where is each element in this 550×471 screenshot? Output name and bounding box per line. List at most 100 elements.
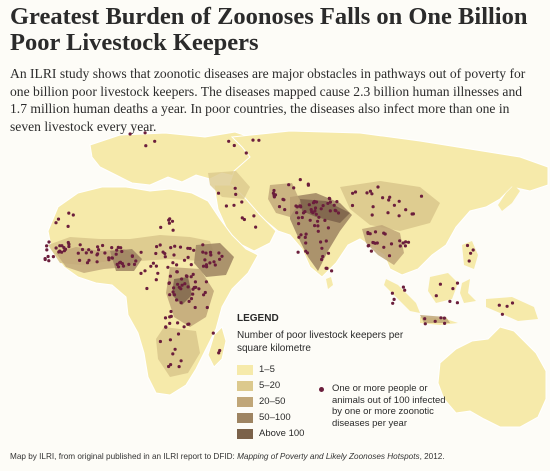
hotspot-dot — [240, 200, 244, 204]
hotspot-dot — [173, 244, 177, 248]
hotspot-dot — [120, 249, 124, 254]
hotspot-dot — [168, 321, 172, 325]
credit-prefix: Map by ILRI, from original published in … — [10, 452, 238, 461]
hotspot-dot — [156, 271, 160, 275]
hotspot-dot — [323, 218, 327, 222]
hotspot-dot — [390, 291, 394, 295]
hotspot-dot — [205, 265, 209, 269]
hotspot-dot — [375, 241, 379, 245]
hotspot-dot — [252, 214, 256, 218]
hotspot-dot — [369, 249, 373, 253]
hotspot-dot — [388, 195, 392, 199]
hotspot-dot — [391, 301, 395, 305]
hotspot-dot — [497, 303, 501, 307]
hotspot-dot — [320, 246, 324, 250]
hotspot-dot — [217, 351, 221, 355]
hotspot-dot — [330, 269, 334, 273]
hotspot-dot — [189, 275, 193, 279]
hotspot-dot — [500, 312, 504, 316]
hotspot-dot — [134, 259, 138, 263]
hotspot-dot — [54, 246, 58, 250]
hotspot-dot — [180, 277, 184, 281]
hotspot-dot — [182, 325, 186, 329]
hotspot-dot — [401, 285, 405, 289]
hotspot-dot — [389, 242, 394, 246]
hotspot-dot — [404, 208, 408, 212]
hotspot-dot — [201, 250, 205, 254]
hotspot-dot — [143, 131, 147, 135]
legend-label: 1–5 — [259, 364, 275, 375]
hotspot-dot — [158, 243, 162, 247]
hotspot-dot — [451, 287, 455, 291]
hotspot-dot — [155, 245, 159, 249]
hotspot-dot — [168, 217, 172, 221]
hotspot-dot — [154, 264, 158, 268]
hotspot-dot — [179, 301, 183, 305]
hotspot-dot — [87, 258, 91, 262]
land-sulawesi — [460, 279, 476, 303]
legend-dot-label: One or more people or animals out of 100… — [332, 383, 446, 429]
map-title: Greatest Burden of Zoonoses Falls on One… — [10, 3, 528, 56]
hotspot-dot — [192, 285, 196, 290]
hotspot-dot — [169, 314, 173, 318]
hotspot-dot — [371, 205, 375, 209]
hotspot-dot — [439, 316, 443, 320]
hotspot-dot — [189, 297, 194, 301]
hotspot-dot — [328, 200, 332, 204]
hotspot-dot — [171, 290, 175, 294]
hotspot-dot — [115, 262, 119, 266]
hotspot-dot — [46, 254, 50, 259]
hotspot-dot — [130, 254, 134, 258]
hotspot-dot — [442, 316, 446, 320]
hotspot-dot — [187, 299, 191, 303]
hotspot-dot — [163, 316, 168, 320]
hotspot-dot — [326, 226, 330, 230]
land-madagascar — [207, 326, 227, 368]
legend-title: LEGEND — [237, 313, 279, 324]
hotspot-dot — [398, 244, 402, 248]
hotspot-dot — [172, 253, 176, 257]
hotspot-dot — [316, 224, 320, 228]
hotspot-dot — [171, 261, 175, 265]
hotspot-dot — [433, 319, 437, 323]
hotspot-dot — [334, 209, 338, 213]
hotspot-dot — [257, 138, 261, 142]
hotspot-dot — [232, 143, 236, 148]
hotspot-dot — [192, 248, 196, 252]
hotspot-dot — [308, 218, 312, 222]
hotspot-dot — [159, 225, 163, 229]
hotspot-dot — [66, 224, 70, 228]
legend-label: 20–50 — [259, 396, 286, 407]
hotspot-dot — [311, 201, 316, 205]
hotspot-dot — [382, 245, 386, 249]
hotspot-dot — [314, 212, 318, 216]
hotspot-dot — [469, 251, 473, 255]
hotspot-dot — [401, 241, 405, 245]
hotspot-dot — [58, 244, 62, 248]
hotspot-dot — [208, 250, 213, 254]
hotspot-dot — [179, 359, 183, 363]
hotspot-dot — [353, 190, 358, 194]
hotspot-dot — [172, 293, 177, 297]
hotspot-dot — [303, 235, 307, 239]
hotspot-dot — [295, 205, 299, 209]
hotspot-dot — [316, 229, 320, 233]
hotspot-dot — [203, 258, 207, 262]
hotspot-dot — [45, 244, 49, 248]
hotspot-dot — [171, 228, 175, 232]
hotspot-dot — [116, 265, 121, 269]
hotspot-dot — [397, 214, 401, 218]
hotspot-dot — [321, 254, 325, 259]
hotspot-dot — [186, 285, 190, 289]
hotspot-dot — [296, 250, 300, 254]
hotspot-dot — [57, 250, 61, 254]
hotspot-dot — [47, 240, 51, 244]
hotspot-dot — [67, 245, 71, 249]
legend-label: 5–20 — [259, 380, 281, 391]
hotspot-dot — [76, 251, 80, 255]
hotspot-dot — [175, 270, 179, 274]
hotspot-dot — [116, 245, 120, 249]
hotspot-dot — [189, 263, 193, 267]
legend-swatch — [237, 365, 253, 375]
hotspot-dot — [244, 151, 248, 155]
